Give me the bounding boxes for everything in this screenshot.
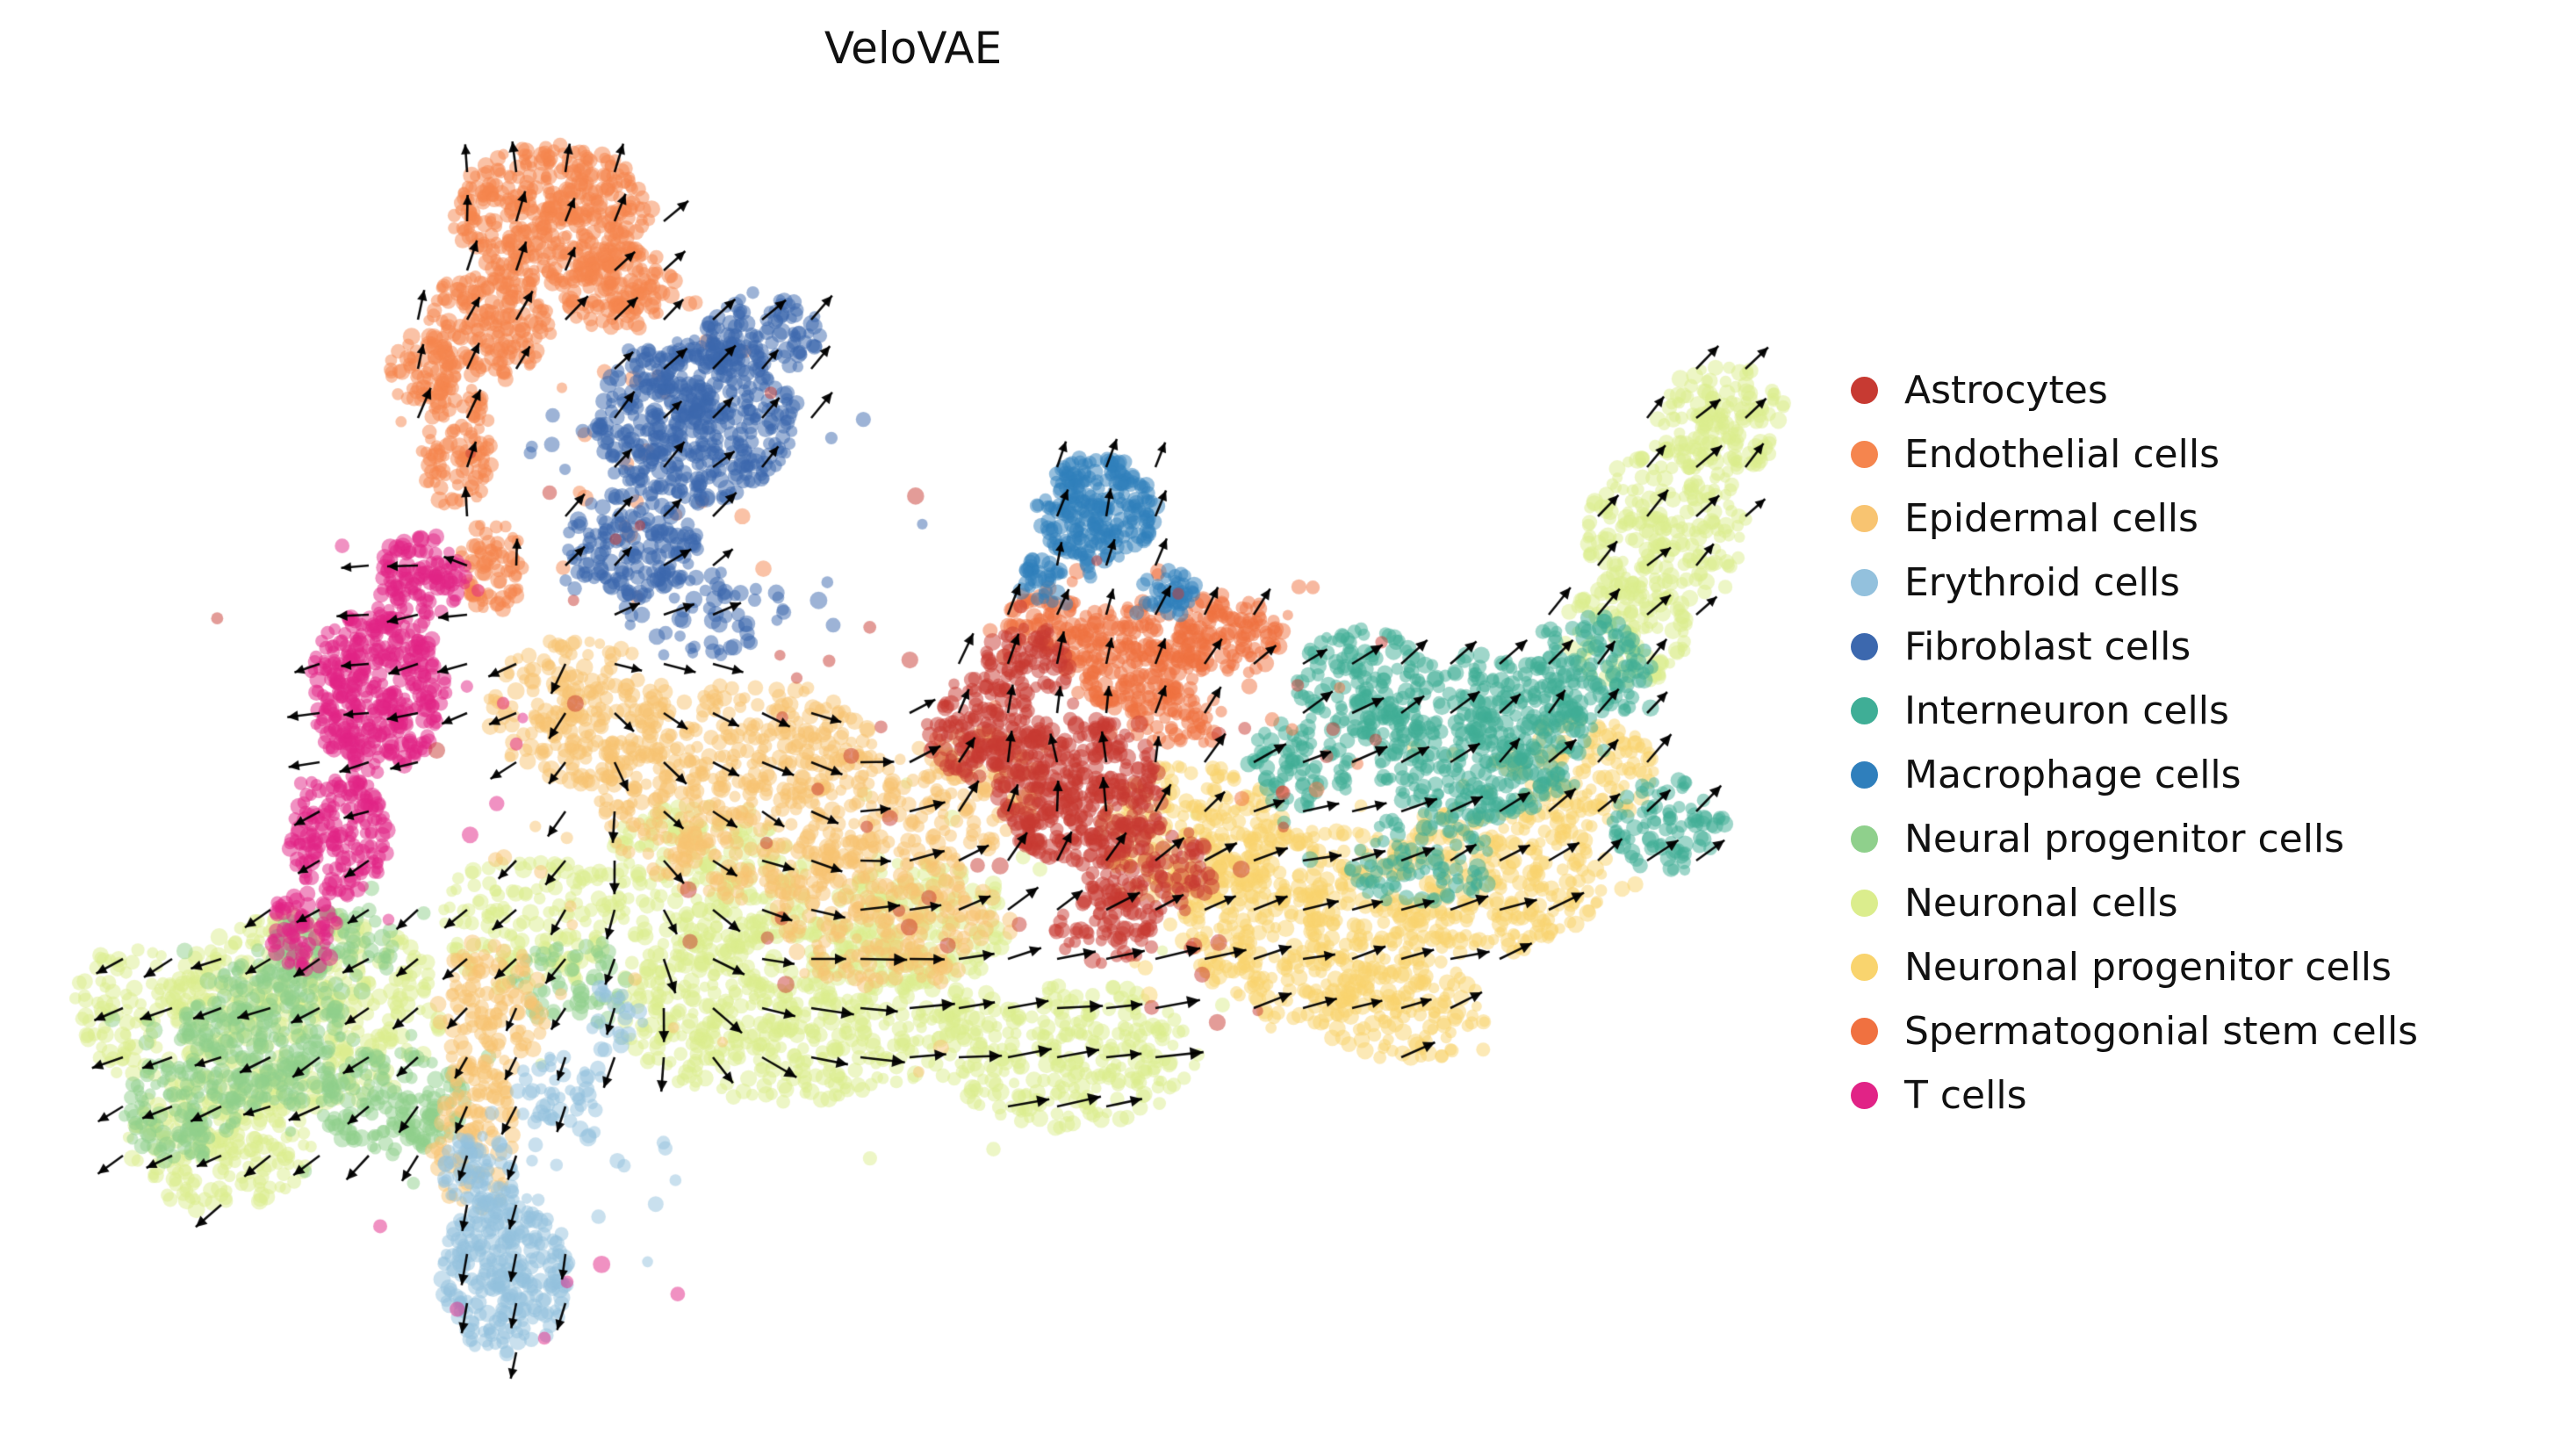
legend-item: Erythroid cells [1851, 551, 2418, 615]
chart-title: VeloVAE [824, 23, 1003, 74]
legend-swatch [1851, 825, 1878, 853]
legend-swatch [1851, 1018, 1878, 1045]
legend-swatch [1851, 441, 1878, 468]
legend-label: Fibroblast cells [1904, 624, 2191, 669]
legend-swatch [1851, 1082, 1878, 1109]
legend-item: T cells [1851, 1063, 2418, 1128]
legend-swatch [1851, 890, 1878, 917]
legend-label: Neuronal progenitor cells [1904, 945, 2392, 990]
legend-label: T cells [1904, 1073, 2027, 1118]
legend-label: Neuronal cells [1904, 881, 2178, 926]
legend-item: Spermatogonial stem cells [1851, 999, 2418, 1063]
legend-swatch [1851, 761, 1878, 789]
legend-item: Epidermal cells [1851, 486, 2418, 551]
legend-item: Endothelial cells [1851, 422, 2418, 486]
legend-swatch [1851, 569, 1878, 596]
legend-swatch [1851, 954, 1878, 981]
legend-item: Neuronal progenitor cells [1851, 935, 2418, 999]
legend-label: Interneuron cells [1904, 688, 2229, 733]
legend-item: Macrophage cells [1851, 743, 2418, 807]
legend-label: Astrocytes [1904, 368, 2108, 413]
legend-label: Spermatogonial stem cells [1904, 1009, 2419, 1054]
legend-swatch [1851, 377, 1878, 404]
legend-label: Epidermal cells [1904, 496, 2198, 541]
legend-item: Neural progenitor cells [1851, 807, 2418, 871]
legend-item: Fibroblast cells [1851, 615, 2418, 679]
legend-label: Erythroid cells [1904, 560, 2180, 605]
legend-item: Astrocytes [1851, 358, 2418, 422]
legend-swatch [1851, 633, 1878, 660]
legend-swatch [1851, 697, 1878, 724]
legend-label: Neural progenitor cells [1904, 817, 2345, 861]
legend: Astrocytes Endothelial cells Epidermal cel… [1851, 358, 2418, 1128]
legend-item: Neuronal cells [1851, 871, 2418, 935]
legend-label: Macrophage cells [1904, 753, 2241, 797]
legend-swatch [1851, 505, 1878, 532]
legend-label: Endothelial cells [1904, 432, 2220, 477]
legend-item: Interneuron cells [1851, 679, 2418, 743]
